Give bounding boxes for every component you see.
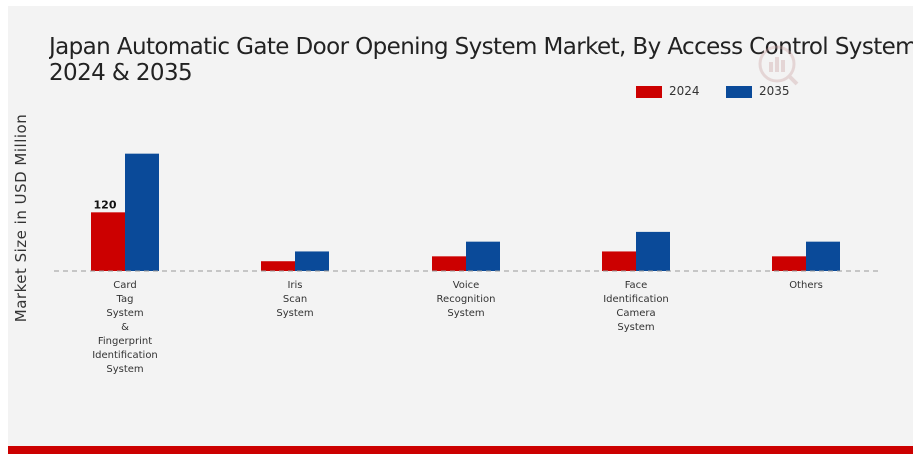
- x-tick-label: System: [447, 308, 484, 319]
- legend-swatch-2024: [636, 86, 662, 98]
- x-tick-label: Card: [113, 280, 136, 291]
- bar-2035-1: [295, 251, 329, 271]
- x-tick-label: Face: [625, 280, 648, 291]
- x-tick-label: Camera: [616, 308, 655, 319]
- chart-title-line-1: Japan Automatic Gate Door Opening System…: [49, 34, 913, 60]
- x-tick-label: Identification: [603, 294, 669, 305]
- watermark-logo-icon: [758, 45, 799, 86]
- x-tick-label: Others: [789, 280, 823, 291]
- x-tick-label: Tag: [116, 294, 134, 305]
- bar-2035-4: [806, 241, 840, 271]
- bar-2035-0: [125, 153, 159, 271]
- x-tick-label: Recognition: [437, 294, 496, 305]
- bottom-accent-bar: [8, 446, 913, 454]
- x-tick-label: Voice: [453, 280, 480, 291]
- bar-2024-0: [91, 212, 125, 271]
- x-tick-label: Scan: [283, 294, 307, 305]
- legend-label-2024: 2024: [669, 84, 700, 98]
- x-tick-label: System: [276, 308, 313, 319]
- x-tick-label: Identification: [92, 350, 158, 361]
- bar-2024-3: [602, 251, 636, 271]
- bar-2024-4: [772, 256, 806, 271]
- legend-label-2035: 2035: [759, 84, 790, 98]
- bar-2024-2: [432, 256, 466, 271]
- x-tick-label: System: [106, 308, 143, 319]
- data-label: 120: [94, 198, 117, 211]
- bar-2035-3: [636, 231, 670, 271]
- x-tick-label: System: [617, 322, 654, 333]
- chart-title-line-2: 2024 & 2035: [49, 60, 193, 86]
- legend-swatch-2035: [726, 86, 752, 98]
- x-tick-label: System: [106, 364, 143, 375]
- bar-2035-2: [466, 241, 500, 271]
- bar-2024-1: [261, 261, 295, 271]
- x-tick-label: &: [121, 322, 129, 333]
- chart-title: Japan Automatic Gate Door Opening System…: [49, 34, 913, 90]
- x-tick-label: Iris: [287, 280, 302, 291]
- x-tick-label: Fingerprint: [98, 336, 152, 347]
